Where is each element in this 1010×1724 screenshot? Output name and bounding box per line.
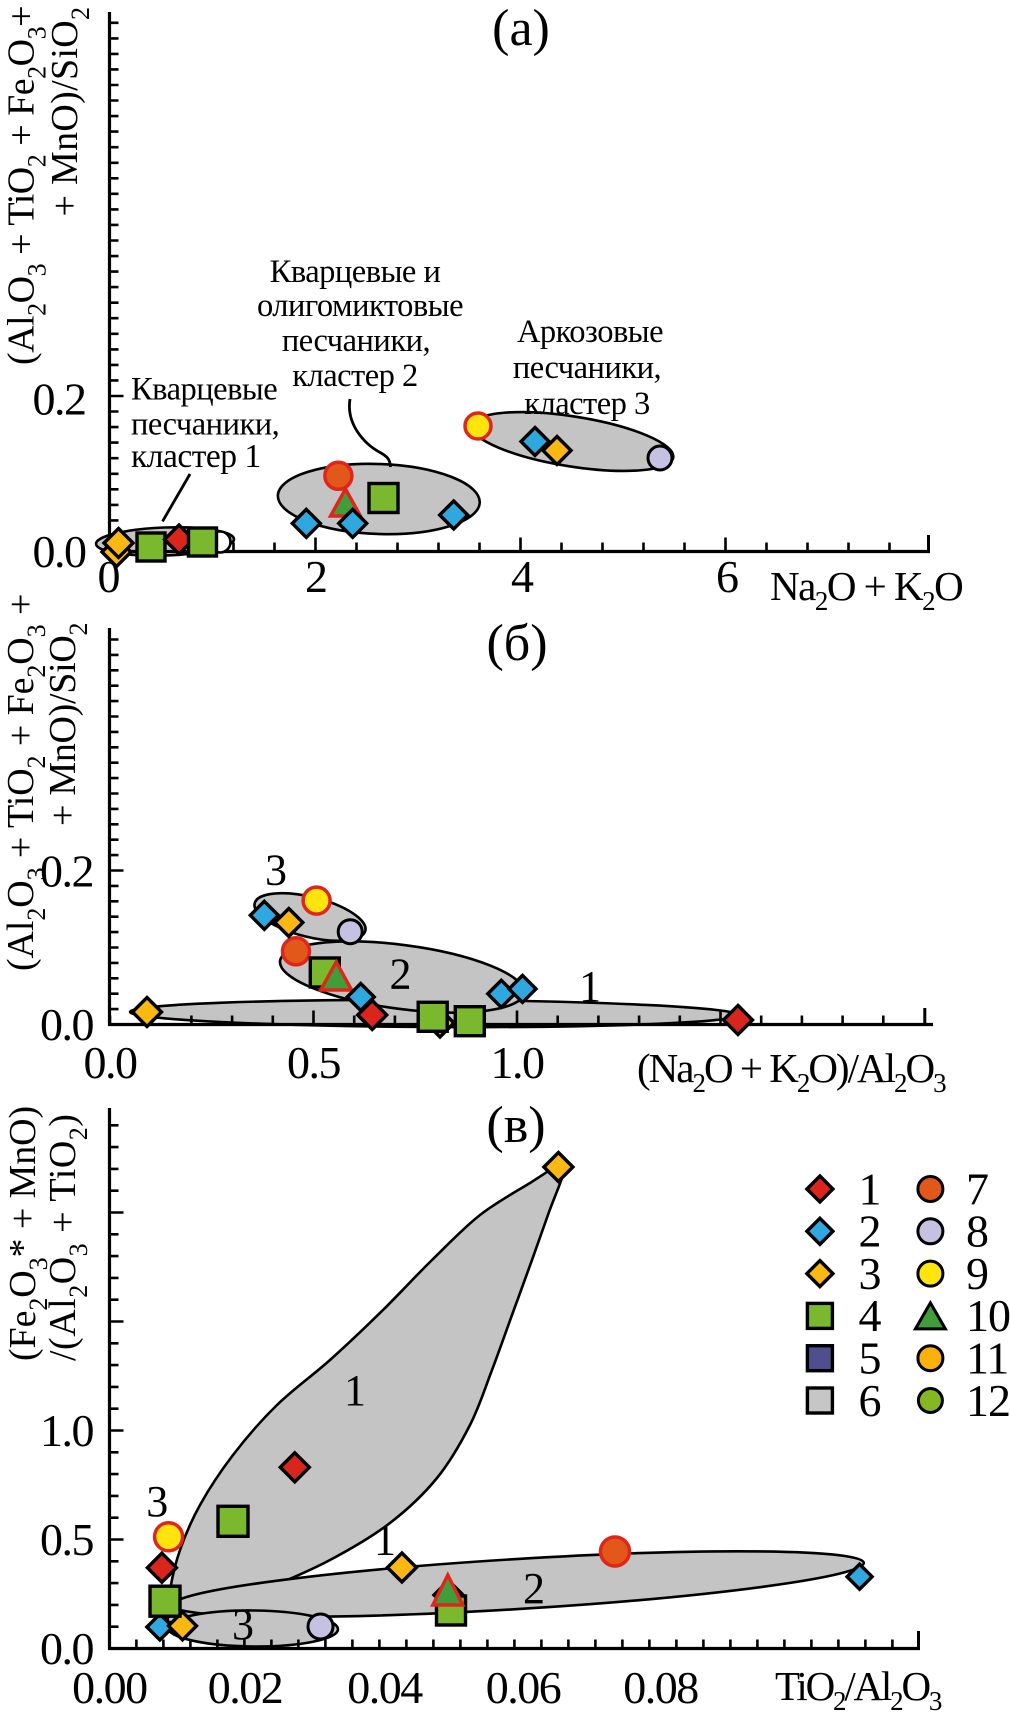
svg-text:1: 1: [579, 962, 601, 1011]
svg-text:0.0: 0.0: [33, 526, 87, 577]
svg-text:песчаники,: песчаники,: [282, 323, 430, 359]
svg-text:олигомиктовые: олигомиктовые: [257, 288, 463, 324]
svg-text:Аркозовые: Аркозовые: [517, 314, 663, 350]
svg-text:2: 2: [305, 551, 327, 602]
svg-text:4: 4: [511, 551, 534, 602]
svg-text:(а): (а): [492, 0, 550, 57]
svg-text:0.02: 0.02: [208, 1662, 283, 1713]
svg-text:3: 3: [146, 1477, 168, 1526]
svg-text:кластер 1: кластер 1: [131, 438, 261, 475]
svg-text:6: 6: [716, 551, 738, 602]
svg-text:кластер 2: кластер 2: [292, 358, 418, 394]
svg-text:1.0: 1.0: [491, 1037, 545, 1088]
svg-text:кластер 3: кластер 3: [524, 386, 650, 422]
svg-text:8: 8: [966, 1206, 988, 1257]
svg-text:1: 1: [859, 1163, 882, 1214]
svg-text:Кварцевые и: Кварцевые и: [270, 254, 441, 290]
svg-text:0.04: 0.04: [347, 1662, 423, 1713]
svg-text:4: 4: [859, 1290, 882, 1341]
svg-text:12: 12: [966, 1375, 1010, 1426]
svg-text:0.00: 0.00: [72, 1662, 147, 1713]
svg-text:0.2: 0.2: [40, 846, 93, 897]
svg-text:2: 2: [859, 1206, 882, 1257]
svg-text:0: 0: [98, 551, 120, 602]
svg-text:0.0: 0.0: [40, 1623, 94, 1674]
svg-text:10: 10: [966, 1290, 1010, 1341]
svg-text:(в): (в): [486, 1097, 545, 1154]
svg-text:9: 9: [966, 1248, 988, 1299]
svg-text:0.06: 0.06: [486, 1662, 561, 1713]
svg-text:7: 7: [966, 1163, 988, 1214]
svg-text:3: 3: [232, 1600, 254, 1649]
svg-text:0.2: 0.2: [33, 374, 86, 425]
svg-text:3: 3: [859, 1248, 882, 1299]
svg-text:Кварцевые: Кварцевые: [131, 372, 277, 408]
svg-text:0.0: 0.0: [40, 999, 94, 1050]
svg-text:(б): (б): [486, 615, 547, 672]
svg-text:1: 1: [344, 1366, 366, 1415]
svg-text:3: 3: [265, 846, 287, 895]
svg-text:6: 6: [859, 1375, 882, 1426]
svg-text:2: 2: [523, 1564, 545, 1613]
svg-text:0.0: 0.0: [84, 1037, 138, 1088]
svg-text:5: 5: [859, 1333, 882, 1384]
svg-text:2: 2: [390, 950, 412, 999]
svg-text:11: 11: [966, 1333, 1008, 1384]
svg-text:0.5: 0.5: [287, 1037, 341, 1088]
svg-text:1: 1: [374, 1515, 396, 1564]
svg-text:песчаники,: песчаники,: [513, 350, 661, 386]
svg-text:TiO2​/Al2​O3​: TiO2​/Al2​O3​: [775, 1663, 942, 1716]
svg-text:0.5: 0.5: [40, 1514, 94, 1565]
svg-text:1.0: 1.0: [40, 1405, 94, 1456]
svg-text:Na2​O + K2​O: Na2​O + K2​O: [770, 563, 962, 616]
svg-text:0.08: 0.08: [623, 1662, 698, 1713]
svg-text:песчаники,: песчаники,: [131, 407, 279, 443]
